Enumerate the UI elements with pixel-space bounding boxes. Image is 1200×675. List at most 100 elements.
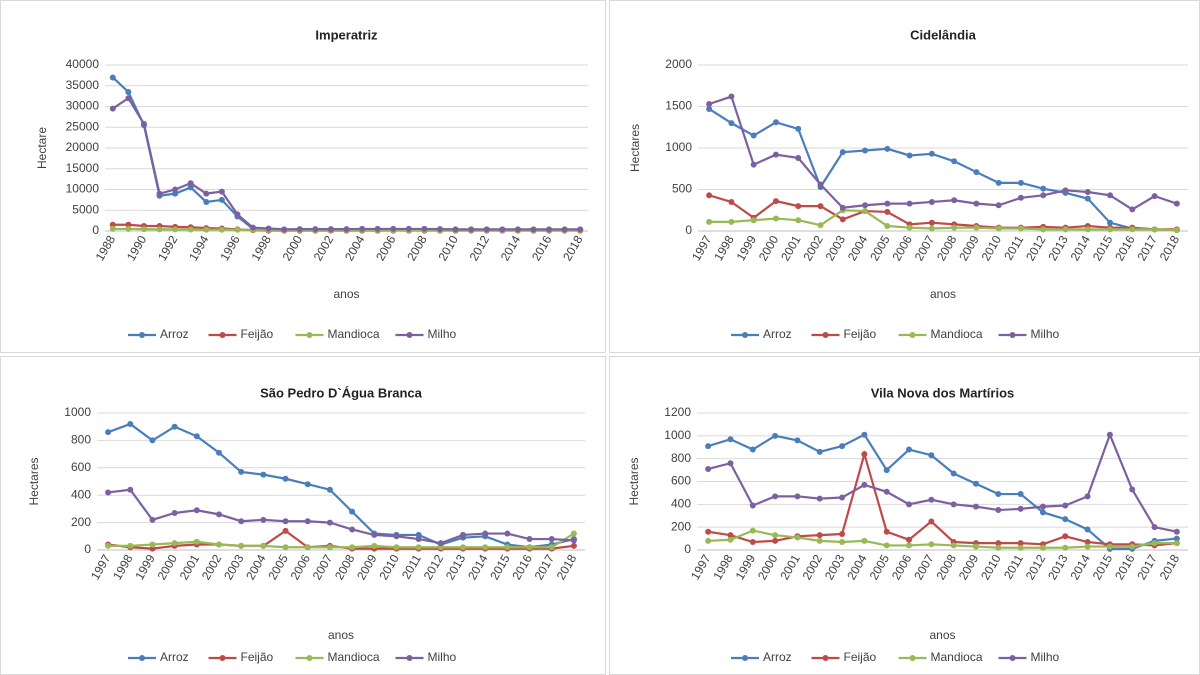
data-point xyxy=(526,536,533,543)
data-point xyxy=(405,225,412,232)
data-point xyxy=(203,226,210,233)
data-point xyxy=(972,480,979,487)
data-point xyxy=(514,226,521,233)
legend-label: Mandioca xyxy=(931,650,983,664)
data-point xyxy=(727,532,734,539)
data-point xyxy=(109,221,116,228)
data-point xyxy=(749,502,756,509)
data-point xyxy=(883,542,890,549)
data-point xyxy=(1173,540,1180,547)
data-point xyxy=(973,224,980,231)
legend-label: Mandioca xyxy=(931,327,983,341)
data-point xyxy=(460,544,466,551)
data-point xyxy=(171,540,178,547)
data-point xyxy=(304,544,311,551)
data-point xyxy=(171,510,178,517)
data-point xyxy=(1017,505,1024,512)
data-point xyxy=(1173,535,1180,542)
data-point xyxy=(727,536,734,543)
data-point xyxy=(187,226,194,233)
data-point xyxy=(149,516,156,523)
data-point xyxy=(705,465,712,472)
legend-label: Mandioca xyxy=(328,650,380,664)
data-point xyxy=(452,226,459,233)
data-point xyxy=(928,518,935,525)
data-point xyxy=(861,481,868,488)
data-point xyxy=(437,540,444,547)
data-point xyxy=(839,539,846,546)
legend-marker xyxy=(909,655,916,661)
data-point xyxy=(795,203,802,210)
data-point xyxy=(282,544,289,551)
legend-label: Feijão xyxy=(844,650,877,664)
data-point xyxy=(125,95,132,102)
data-point xyxy=(772,198,779,205)
data-point xyxy=(706,105,713,112)
data-point xyxy=(260,471,267,478)
data-point xyxy=(884,200,891,207)
data-point xyxy=(548,536,555,543)
data-point xyxy=(705,528,712,535)
legend-marker xyxy=(909,332,916,338)
data-point xyxy=(861,451,868,458)
data-point xyxy=(156,226,163,233)
data-point xyxy=(1151,193,1158,200)
data-point xyxy=(1084,493,1091,500)
data-point xyxy=(772,215,779,222)
data-point xyxy=(750,217,757,224)
data-point xyxy=(570,537,577,544)
series-line xyxy=(707,450,1177,547)
y-tick-label: 1000 xyxy=(64,405,91,419)
data-point xyxy=(326,519,333,526)
y-tick-label: 2000 xyxy=(665,57,692,71)
data-point xyxy=(884,208,891,215)
data-point xyxy=(772,151,779,158)
data-point xyxy=(203,198,210,205)
data-point xyxy=(570,530,577,537)
data-point xyxy=(359,225,366,232)
y-tick-label: 600 xyxy=(671,474,691,488)
data-point xyxy=(883,467,890,474)
x-axis-label: anos xyxy=(333,287,359,301)
data-point xyxy=(862,208,869,215)
data-point xyxy=(750,161,757,168)
data-point xyxy=(149,437,156,444)
legend-label: Milho xyxy=(428,327,457,341)
data-point xyxy=(1151,540,1158,547)
data-point xyxy=(995,544,1002,551)
data-point xyxy=(772,432,779,439)
data-point xyxy=(187,184,194,191)
data-point xyxy=(216,449,222,456)
data-point xyxy=(1084,188,1091,195)
legend-label: Milho xyxy=(1031,327,1060,341)
y-tick-label: 25000 xyxy=(66,119,100,133)
data-point xyxy=(862,202,869,209)
data-point xyxy=(105,489,112,496)
data-point xyxy=(216,541,222,548)
data-point xyxy=(171,423,178,430)
data-point xyxy=(1017,491,1024,498)
data-point xyxy=(326,486,333,493)
data-point xyxy=(1129,226,1136,233)
data-point xyxy=(883,528,890,535)
data-point xyxy=(1062,226,1069,233)
data-point xyxy=(1151,226,1158,233)
data-point xyxy=(415,531,422,538)
panel xyxy=(609,0,1200,353)
data-point xyxy=(884,223,891,230)
x-axis-label: anos xyxy=(328,628,354,642)
data-point xyxy=(105,542,112,549)
legend-marker xyxy=(306,332,313,338)
data-point xyxy=(193,507,200,514)
data-point xyxy=(371,531,378,538)
data-point xyxy=(482,544,489,551)
data-point xyxy=(504,544,511,551)
data-point xyxy=(156,190,163,197)
data-point xyxy=(482,530,489,537)
data-point xyxy=(172,226,179,233)
legend-label: Feijão xyxy=(844,327,877,341)
data-point xyxy=(436,226,443,233)
data-point xyxy=(706,101,713,108)
data-point xyxy=(728,198,735,205)
